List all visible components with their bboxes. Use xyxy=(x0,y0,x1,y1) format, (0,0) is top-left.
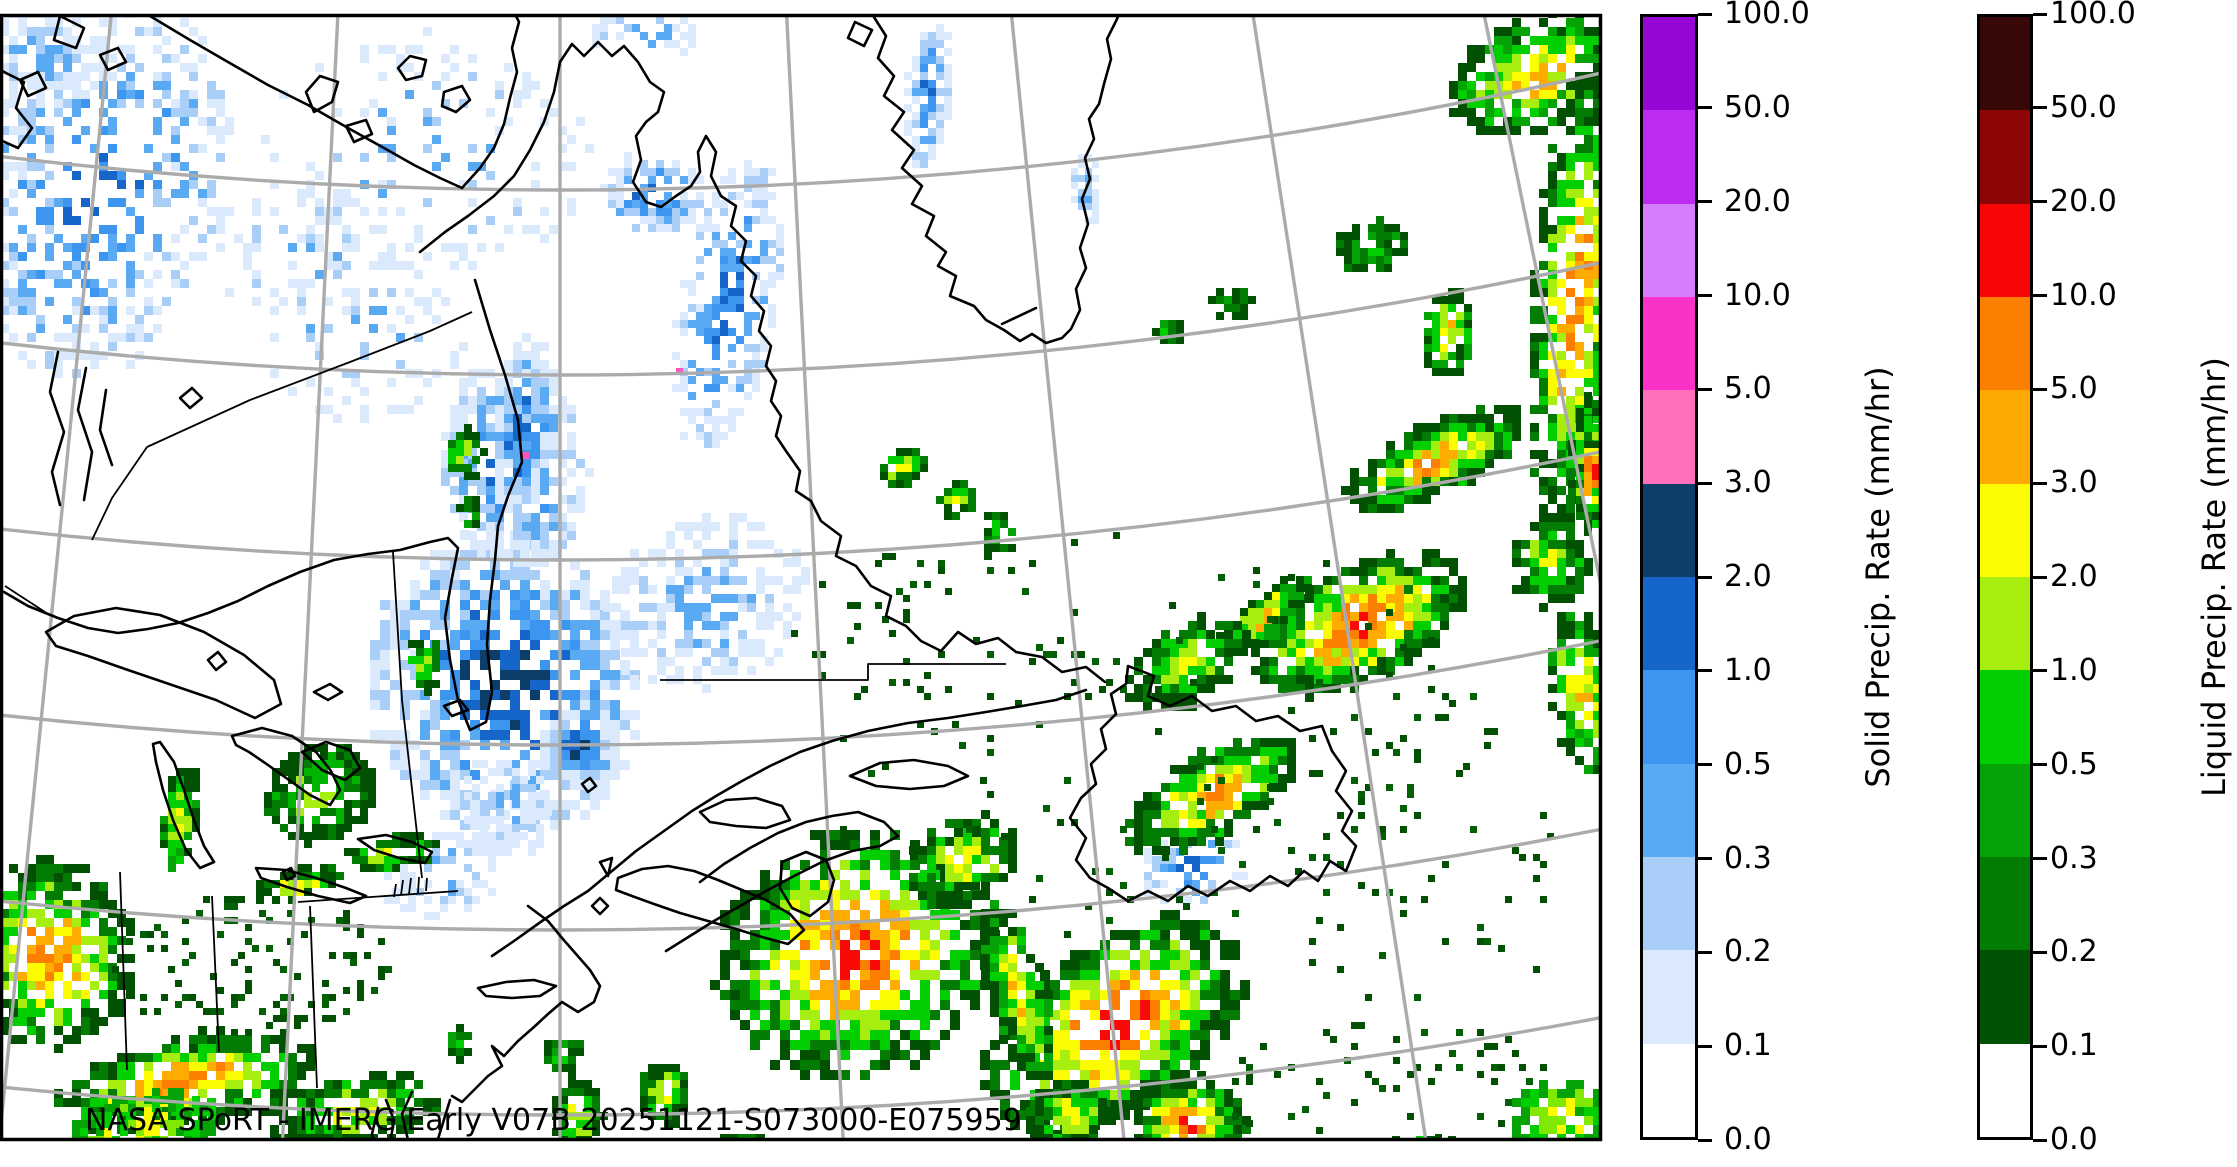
tick-label: 0.1 xyxy=(2050,1028,2098,1064)
tick-mark xyxy=(1698,294,1712,297)
colorbar-segment xyxy=(1643,763,1695,857)
tick-label: 2.0 xyxy=(1724,559,1772,594)
tick-label: 20.0 xyxy=(1724,183,1791,219)
tick-label: 0.2 xyxy=(2050,934,2098,970)
colorbar-segment xyxy=(1980,670,2030,764)
tick-label: 0.3 xyxy=(2050,840,2098,876)
tick-label: 1.0 xyxy=(2050,652,2098,688)
colorbar-segment xyxy=(1643,950,1695,1044)
colorbar-segment xyxy=(1980,950,2030,1044)
map-frame xyxy=(0,13,1603,1142)
tick-mark xyxy=(2033,481,2047,485)
colorbar-segment xyxy=(1980,483,2030,577)
tick-mark xyxy=(1698,669,1712,673)
colorbar-solid xyxy=(1640,14,1698,1140)
tick-mark xyxy=(2033,106,2047,110)
tick-mark xyxy=(2033,1044,2047,1048)
tick-mark xyxy=(1698,12,1712,16)
tick-label: 0.3 xyxy=(1724,840,1772,876)
tick-mark xyxy=(1698,481,1712,485)
colorbar-segment xyxy=(1980,1043,2030,1137)
tick-label: 5.0 xyxy=(1724,371,1772,407)
colorbar-segment xyxy=(1643,203,1695,297)
tick-label: 0.1 xyxy=(1724,1028,1772,1064)
colorbar-segment xyxy=(1643,390,1695,484)
tick-label: 0.2 xyxy=(1724,934,1772,970)
tick-label: 0.0 xyxy=(2050,1122,2098,1157)
tick-mark xyxy=(1698,200,1712,204)
tick-mark xyxy=(2033,857,2047,860)
tick-mark xyxy=(2033,200,2047,204)
tick-mark xyxy=(2033,950,2047,954)
tick-mark xyxy=(1698,857,1712,860)
colorbar-segment xyxy=(1980,203,2030,297)
colorbar-segment xyxy=(1643,296,1695,391)
tick-label: 100.0 xyxy=(2050,0,2136,31)
tick-label: 10.0 xyxy=(1724,277,1791,313)
colorbar-segment xyxy=(1980,763,2030,857)
colorbar-segment xyxy=(1980,856,2030,951)
tick-label: 20.0 xyxy=(2050,183,2117,219)
annotation-text: NASA SPoRT - IMERG Early V07B 20251121-S… xyxy=(85,1103,1022,1138)
colorbar-title-solid: Solid Precip. Rate (mm/hr) xyxy=(1859,366,1897,788)
tick-mark xyxy=(2033,575,2047,579)
tick-mark xyxy=(2033,387,2047,391)
tick-mark xyxy=(2033,294,2047,297)
tick-label: 0.5 xyxy=(2050,746,2098,782)
tick-mark xyxy=(1698,387,1712,391)
colorbar-segment xyxy=(1643,1043,1695,1137)
political-borders xyxy=(4,311,1006,1089)
tick-mark xyxy=(1698,575,1712,579)
colorbar-segment xyxy=(1643,670,1695,764)
tick-mark xyxy=(1698,950,1712,954)
tick-label: 10.0 xyxy=(2050,277,2117,313)
tick-label: 3.0 xyxy=(2050,465,2098,501)
colorbar-segment xyxy=(1643,17,1695,111)
tick-mark xyxy=(2033,763,2047,767)
colorbar-segment xyxy=(1980,576,2030,671)
colorbar-segment xyxy=(1643,576,1695,671)
colorbar-segment xyxy=(1980,110,2030,204)
tick-label: 0.0 xyxy=(1724,1122,1772,1157)
graticule-lines xyxy=(3,16,1599,1138)
colorbar-title-liquid: Liquid Precip. Rate (mm/hr) xyxy=(2195,357,2233,797)
tick-mark xyxy=(1698,106,1712,110)
colorbar-segment xyxy=(1643,483,1695,577)
colorbar-segment xyxy=(1643,110,1695,204)
tick-mark xyxy=(2033,1138,2047,1142)
tick-label: 50.0 xyxy=(1724,89,1791,125)
map-canvas: NASA SPoRT - IMERG Early V07B 20251121-S… xyxy=(0,13,1603,1142)
colorbar-liquid xyxy=(1977,14,2033,1140)
tick-mark xyxy=(1698,1044,1712,1048)
tick-label: 1.0 xyxy=(1724,652,1772,688)
tick-mark xyxy=(2033,12,2047,16)
colorbar-segment xyxy=(1980,296,2030,391)
tick-label: 100.0 xyxy=(1724,0,1810,31)
tick-mark xyxy=(1698,1138,1712,1142)
coastlines xyxy=(3,16,1358,1138)
colorbar-segment xyxy=(1643,856,1695,951)
colorbar-segment xyxy=(1980,390,2030,484)
tick-label: 50.0 xyxy=(2050,89,2117,125)
tick-label: 5.0 xyxy=(2050,371,2098,407)
precipitation-pixels xyxy=(3,16,1599,1138)
tick-label: 3.0 xyxy=(1724,465,1772,501)
tick-mark xyxy=(2033,669,2047,673)
colorbar-segment xyxy=(1980,17,2030,111)
tick-mark xyxy=(1698,763,1712,767)
tick-label: 0.5 xyxy=(1724,746,1772,782)
tick-label: 2.0 xyxy=(2050,559,2098,594)
